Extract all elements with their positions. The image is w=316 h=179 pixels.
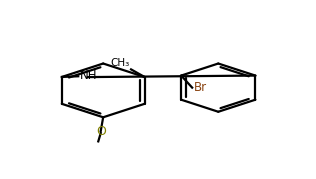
Text: NH: NH: [80, 69, 98, 83]
Text: O: O: [96, 125, 106, 137]
Text: CH₃: CH₃: [111, 58, 130, 68]
Text: Br: Br: [193, 81, 207, 94]
